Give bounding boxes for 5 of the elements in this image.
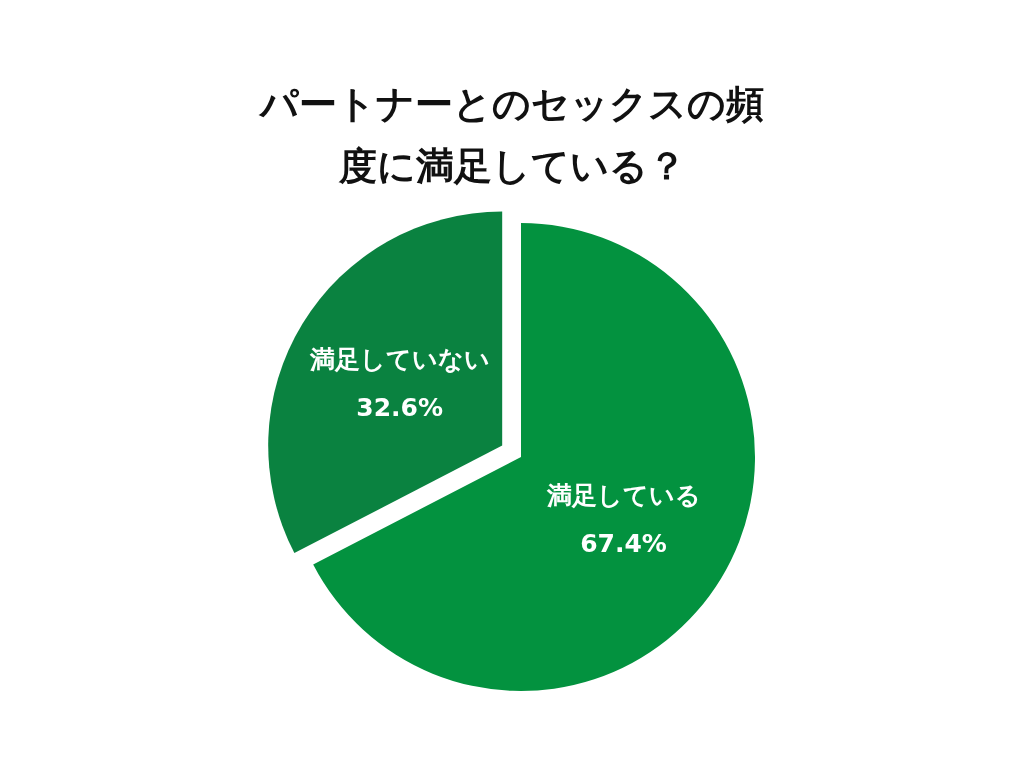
data-label: 32.6%	[356, 392, 444, 422]
chart-title: パートナーとのセックスの頻度に満足している？	[258, 82, 764, 188]
data-label: 67.4%	[580, 528, 667, 558]
slice-label: 満足している	[545, 480, 701, 510]
slice-label: 満足していない	[308, 344, 490, 374]
